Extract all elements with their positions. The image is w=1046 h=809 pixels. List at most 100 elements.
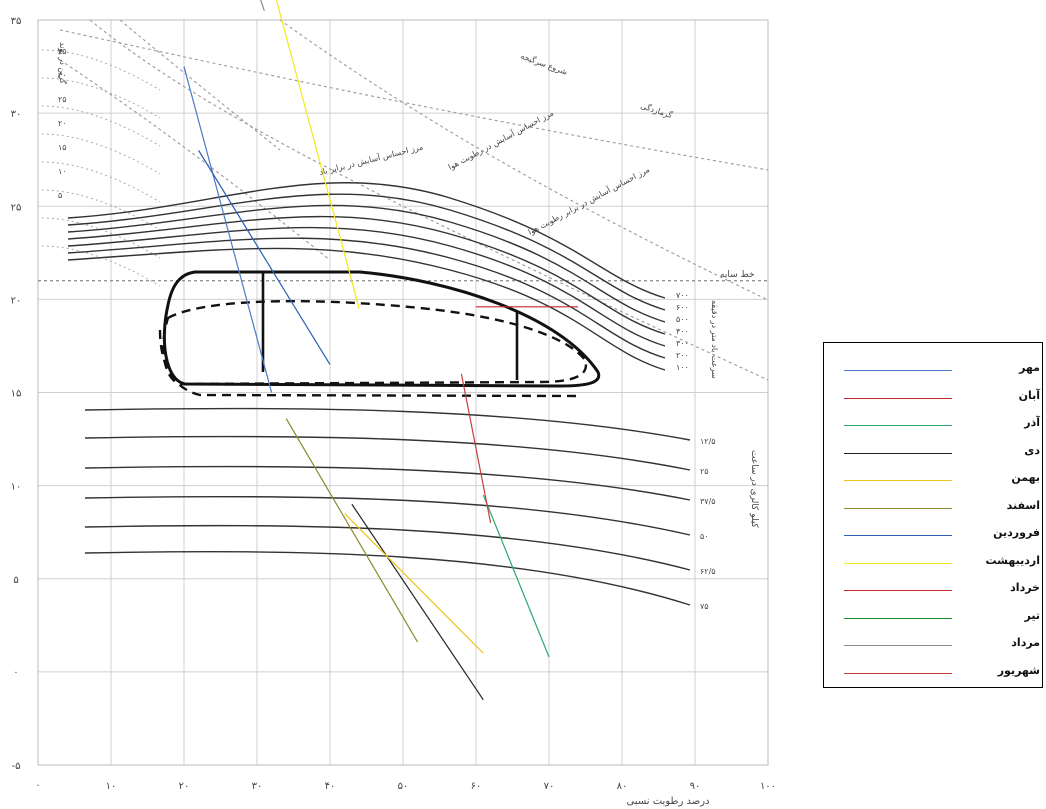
wind-curve bbox=[67, 193, 666, 311]
vapor-curve bbox=[41, 105, 161, 147]
diagram-annotation: مرز احساس آسایش در برابر باد bbox=[318, 141, 424, 177]
wind-curve bbox=[67, 247, 666, 371]
legend-row: شهریور bbox=[824, 664, 1044, 684]
x-tick-label: ۷۰ bbox=[544, 781, 555, 792]
wind-curve bbox=[67, 204, 666, 323]
radiation-value: ۲۵ bbox=[700, 467, 709, 476]
legend-swatch bbox=[844, 507, 952, 509]
month-line-بهمن bbox=[344, 513, 484, 654]
legend-row: مهر bbox=[824, 361, 1044, 381]
y-tick-label: ۳۰ bbox=[11, 109, 22, 120]
month-line-مهر bbox=[183, 66, 273, 393]
legend-label: شهریور bbox=[997, 663, 1040, 677]
legend-label: اسفند bbox=[1006, 498, 1040, 512]
wind-value: ۱۰۰ bbox=[676, 363, 689, 372]
legend-swatch bbox=[844, 397, 952, 399]
radiation-curve bbox=[84, 550, 691, 606]
vapor-value: ۱۰ bbox=[58, 167, 67, 176]
legend-row: آبان bbox=[824, 389, 1044, 409]
legend-row: فروردین bbox=[824, 526, 1044, 546]
x-tick-label: ۳۰ bbox=[252, 781, 263, 792]
legend-label: بهمن bbox=[1011, 471, 1040, 484]
legend-swatch bbox=[844, 672, 952, 674]
legend-row: اردیبهشت bbox=[824, 554, 1044, 574]
vapor-curve bbox=[41, 161, 161, 203]
vapor-curve bbox=[41, 245, 161, 287]
month-line-مرداد bbox=[260, 0, 265, 11]
radiation-curve bbox=[84, 407, 691, 441]
legend-swatch bbox=[844, 562, 952, 564]
legend-row: خرداد bbox=[824, 581, 1044, 601]
wind-curve bbox=[67, 226, 666, 347]
legend-label: تیر bbox=[1024, 608, 1040, 622]
comfort-zone bbox=[162, 270, 601, 388]
x-tick-label: ۲۰ bbox=[179, 781, 190, 792]
legend-swatch bbox=[844, 452, 952, 454]
radiation-axis-label: کیلو کالری در ساعت bbox=[749, 450, 759, 529]
legend-swatch bbox=[844, 425, 952, 426]
month-legend: مهر آبان آذر دی بهمن اسفند فروردین اردیبهشت خردا… bbox=[823, 342, 1043, 688]
chart-grid bbox=[37, 19, 769, 766]
y-tick-label: · bbox=[14, 668, 17, 679]
vapor-curve bbox=[41, 133, 161, 175]
month-line-اسفند bbox=[285, 418, 419, 643]
legend-row: تیر bbox=[824, 609, 1044, 629]
month-line-فروردین bbox=[198, 150, 331, 365]
month-line-دی bbox=[351, 503, 484, 701]
bioclimatic-chart: · ۱۰ ۲۰ ۳۰ ۴۰ ۵۰ ۶۰ ۷۰ ۸۰ ۹۰ ۱۰۰ ۳۵ ۳۰ ۲۵ ۲۰ ۱۵ ۱۰ ۵ · -۵ در… bbox=[11, 0, 776, 807]
comfort-zone-dashed-lower bbox=[158, 329, 581, 398]
legend-label: اردیبهشت bbox=[985, 553, 1040, 567]
x-tick-label: ۹۰ bbox=[690, 781, 701, 792]
legend-label: آذر bbox=[1024, 416, 1040, 429]
x-tick-label: · bbox=[36, 781, 39, 792]
humidity-curve bbox=[59, 29, 769, 171]
x-tick-label: ۱۰۰ bbox=[760, 781, 776, 792]
radiation-curve bbox=[84, 465, 691, 501]
y-tick-label: ۳۵ bbox=[11, 16, 22, 27]
y-tick-label: -۵ bbox=[12, 761, 21, 772]
humidity-curve bbox=[89, 19, 769, 381]
x-axis-label: درصد رطوبت نسبی bbox=[627, 796, 710, 807]
vapor-curve bbox=[41, 77, 161, 119]
x-tick-label: ۶۰ bbox=[471, 781, 482, 792]
humidity-curve bbox=[279, 19, 769, 301]
legend-swatch bbox=[844, 617, 952, 619]
x-tick-label: ۵۰ bbox=[398, 781, 409, 792]
x-tick-label: ۱۰ bbox=[106, 781, 117, 792]
wind-value: ۲۰۰ bbox=[676, 351, 689, 360]
humidity-curve bbox=[119, 19, 281, 151]
radiation-value: ۷۵ bbox=[700, 602, 709, 611]
wind-curve bbox=[67, 182, 666, 299]
vapor-value: ۳۵ bbox=[58, 47, 67, 56]
vapor-curve bbox=[41, 189, 161, 231]
wind-value: ۳۰۰ bbox=[676, 339, 689, 348]
legend-swatch bbox=[844, 590, 952, 591]
wind-value: ۴۰۰ bbox=[676, 327, 689, 336]
y-tick-label: ۱۵ bbox=[11, 389, 22, 400]
month-line-شهریور bbox=[460, 373, 492, 523]
vapor-value: ۳۰ bbox=[58, 71, 67, 80]
vapor-curve bbox=[41, 49, 161, 91]
shadow-line-label: خط سایه bbox=[720, 270, 755, 280]
radiation-value: ۱۲/۵ bbox=[700, 437, 716, 446]
vapor-curve bbox=[41, 217, 161, 259]
legend-row: دی bbox=[824, 444, 1044, 464]
diagram-annotation: مرز احساس آسایش در برابر رطوبت هوا bbox=[526, 164, 651, 237]
humidity-curve bbox=[59, 59, 331, 261]
radiation-value: ۳۷/۵ bbox=[700, 497, 716, 506]
wind-value: ۵۰۰ bbox=[676, 315, 689, 324]
diagram-annotation: گرین در پوند bbox=[58, 42, 68, 84]
x-tick-label: ۸۰ bbox=[617, 781, 628, 792]
x-tick-label: ۴۰ bbox=[325, 781, 336, 792]
radiation-value: ۶۲/۵ bbox=[700, 567, 716, 576]
diagram-annotation: شروع سرگیجه bbox=[519, 50, 569, 76]
legend-swatch bbox=[844, 535, 952, 536]
wind-curve bbox=[67, 237, 666, 359]
wind-value: ۷۰۰ bbox=[676, 291, 689, 300]
legend-label: خرداد bbox=[1010, 581, 1040, 594]
chart-curves bbox=[38, 19, 769, 606]
legend-row: اسفند bbox=[824, 499, 1044, 519]
wind-value: ۶۰۰ bbox=[676, 303, 689, 312]
legend-swatch bbox=[844, 370, 952, 371]
y-tick-label: ۱۰ bbox=[11, 482, 22, 493]
